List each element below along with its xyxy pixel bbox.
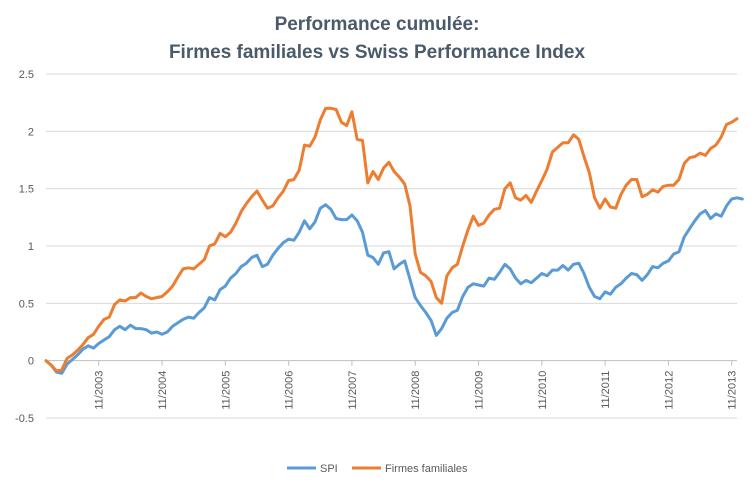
y-tick-label-6: 2.5 — [19, 69, 34, 81]
y-tick-label-3: 1 — [28, 241, 34, 253]
x-tick-label-6: 11/2009 — [474, 371, 486, 410]
legend-label-firmes-familiales: Firmes familiales — [385, 463, 468, 475]
x-tick-label-2: 11/2005 — [220, 371, 232, 410]
y-tick-label-2: 0.5 — [19, 298, 34, 310]
x-tick-label-5: 11/2008 — [410, 371, 422, 410]
x-axis-tick-labels: 11/2003 11/2004 11/2005 11/2006 11/2007 11/20… — [94, 371, 739, 410]
x-tick-label-1: 11/2004 — [157, 371, 169, 410]
x-tick-label-8: 11/2011 — [600, 371, 612, 409]
series-line-spi — [44, 196, 744, 375]
chart-title-line-1: Performance cumulée: — [275, 14, 480, 35]
series-line-firmes-familiales — [44, 106, 739, 373]
x-tick-label-10: 11/2013 — [727, 371, 739, 410]
x-tick-label-4: 11/2007 — [347, 371, 359, 410]
legend-label-spi: SPI — [320, 463, 338, 475]
y-axis-tick-labels: -0.5 0 0.5 1 1.5 2 2.5 — [15, 69, 34, 425]
y-tick-label-1: 0 — [28, 356, 34, 368]
x-tick-label-7: 11/2010 — [537, 371, 549, 410]
x-tick-label-9: 11/2012 — [663, 371, 675, 410]
grid-lines — [46, 73, 737, 419]
chart-title-line-2: Firmes familiales vs Swiss Performance I… — [169, 42, 586, 63]
y-tick-label-0: -0.5 — [15, 413, 34, 425]
x-tick-label-0: 11/2003 — [94, 371, 106, 410]
y-tick-label-5: 2 — [28, 126, 34, 138]
series-lines — [44, 106, 744, 375]
legend: SPI Firmes familiales — [287, 463, 468, 475]
y-tick-label-4: 1.5 — [19, 184, 34, 196]
x-tick-label-3: 11/2006 — [284, 371, 296, 410]
